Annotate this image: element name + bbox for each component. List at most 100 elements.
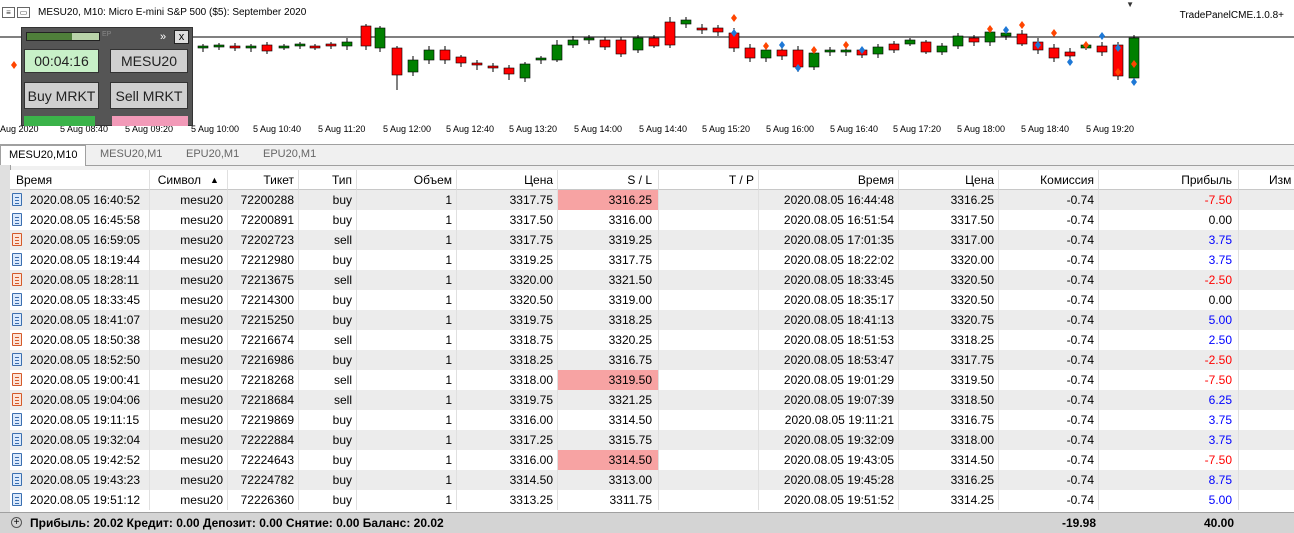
window-menu-icon[interactable]: ≡: [2, 7, 15, 18]
sort-ascending-icon: ▲: [210, 175, 219, 185]
candle-body: [309, 45, 321, 49]
tab-mesu20-m10[interactable]: MESU20,M10: [0, 145, 87, 166]
row-volume: 1: [357, 310, 457, 330]
row-sl: 3316.00: [558, 210, 659, 230]
time-tick-label: 5 Aug 16:00: [766, 124, 815, 134]
time-tick-label: 5 Aug 10:00: [191, 124, 240, 134]
row-sl: 3321.25: [558, 390, 659, 410]
table-row[interactable]: 2020.08.05 19:00:41 mesu20 72218268 sell 1 33…: [10, 370, 1294, 390]
sell-indicator-strip: [112, 116, 188, 126]
buy-deal-icon: [12, 353, 22, 366]
col-profit[interactable]: Прибыль: [1099, 170, 1239, 190]
close-panel-button[interactable]: x: [174, 30, 189, 44]
col-close-price[interactable]: Цена: [899, 170, 999, 190]
table-row[interactable]: 2020.08.05 18:52:50 mesu20 72216986 buy 1 331…: [10, 350, 1294, 370]
row-profit: 3.75: [1099, 430, 1239, 450]
row-close-price: 3320.75: [899, 310, 999, 330]
row-price: 3316.00: [457, 450, 558, 470]
buy-market-button[interactable]: Buy MRKT: [24, 82, 99, 109]
table-row[interactable]: 2020.08.05 18:33:45 mesu20 72214300 buy 1 332…: [10, 290, 1294, 310]
table-row[interactable]: 2020.08.05 16:59:05 mesu20 72202723 sell 1 33…: [10, 230, 1294, 250]
buy-trade-marker: [1035, 41, 1041, 49]
buy-trade-marker: [1131, 78, 1137, 86]
row-close-time: 2020.08.05 19:07:39: [759, 390, 899, 410]
sell-market-button[interactable]: Sell MRKT: [110, 82, 188, 109]
table-row[interactable]: 2020.08.05 16:40:52 mesu20 72200288 buy 1 331…: [10, 190, 1294, 210]
candle-body: [1128, 37, 1140, 79]
row-open-time: 2020.08.05 18:33:45: [10, 290, 150, 310]
table-row[interactable]: 2020.08.05 18:19:44 mesu20 72212980 buy 1 331…: [10, 250, 1294, 270]
col-volume[interactable]: Объем: [357, 170, 457, 190]
row-change: [1239, 390, 1294, 410]
col-open-time[interactable]: Время: [10, 170, 150, 190]
row-volume: 1: [357, 370, 457, 390]
table-row[interactable]: 2020.08.05 18:41:07 mesu20 72215250 buy 1 331…: [10, 310, 1294, 330]
candle-body: [374, 27, 386, 49]
candle-body: [1064, 51, 1076, 57]
col-symbol[interactable]: Символ: [150, 170, 228, 190]
col-commission[interactable]: Комиссия: [999, 170, 1099, 190]
table-row[interactable]: 2020.08.05 19:43:23 mesu20 72224782 buy 1 331…: [10, 470, 1294, 490]
col-price[interactable]: Цена: [457, 170, 558, 190]
row-close-price: 3320.50: [899, 270, 999, 290]
row-open-time: 2020.08.05 16:45:58: [10, 210, 150, 230]
row-symbol: mesu20: [150, 330, 228, 350]
row-profit: 8.75: [1099, 470, 1239, 490]
candle-body: [615, 39, 627, 55]
candle-body: [487, 65, 499, 69]
row-tp: [659, 390, 759, 410]
symbol-button[interactable]: MESU20: [110, 49, 188, 73]
table-row[interactable]: 2020.08.05 19:32:04 mesu20 72222884 buy 1 331…: [10, 430, 1294, 450]
row-ticket: 72218268: [228, 370, 299, 390]
candle-body: [888, 43, 900, 51]
tab-epu20-m1-second[interactable]: EPU20,M1: [263, 148, 317, 160]
candle-body: [294, 43, 306, 47]
row-price: 3317.25: [457, 430, 558, 450]
buy-trade-marker: [779, 41, 785, 49]
table-row[interactable]: 2020.08.05 18:28:11 mesu20 72213675 sell 1 33…: [10, 270, 1294, 290]
price-chart[interactable]: ≡ ▭ MESU20, M10: Micro E-mini S&P 500 ($…: [0, 0, 1294, 145]
candle-body: [245, 45, 257, 49]
table-row[interactable]: 2020.08.05 16:45:58 mesu20 72200891 buy 1 331…: [10, 210, 1294, 230]
minimize-icon[interactable]: »: [159, 31, 167, 43]
candle-body: [439, 49, 451, 61]
time-tick-label: 5 Aug 16:40: [830, 124, 879, 134]
table-row[interactable]: 2020.08.05 19:51:12 mesu20 72226360 buy 1 331…: [10, 490, 1294, 510]
table-row[interactable]: 2020.08.05 19:42:52 mesu20 72224643 buy 1 331…: [10, 450, 1294, 470]
col-type[interactable]: Тип: [299, 170, 357, 190]
expand-icon[interactable]: +: [11, 517, 22, 528]
chart-shift-marker-icon[interactable]: ▼: [1126, 0, 1134, 9]
row-open-time: 2020.08.05 19:43:23: [10, 470, 150, 490]
col-symbol-label: Символ: [157, 173, 201, 187]
time-tick-label: 5 Aug 13:20: [509, 124, 558, 134]
row-symbol: mesu20: [150, 350, 228, 370]
col-change[interactable]: Изм: [1239, 170, 1294, 190]
table-row[interactable]: 2020.08.05 19:04:06 mesu20 72218684 sell 1 33…: [10, 390, 1294, 410]
row-commission: -0.74: [999, 310, 1099, 330]
col-tp[interactable]: T / P: [659, 170, 759, 190]
col-close-time[interactable]: Время: [759, 170, 899, 190]
row-close-time: 2020.08.05 16:51:54: [759, 210, 899, 230]
col-ticket[interactable]: Тикет: [228, 170, 299, 190]
tab-epu20-m1[interactable]: EPU20,M1: [186, 148, 240, 160]
buy-trade-marker: [731, 29, 737, 37]
row-profit: -7.50: [1099, 450, 1239, 470]
sell-trade-marker: [987, 25, 993, 33]
trade-panel[interactable]: EP » x 00:04:16 MESU20 Buy MRKT Sell MRK…: [21, 27, 193, 126]
time-tick-label: 5 Aug 14:40: [639, 124, 688, 134]
row-ticket: 72222884: [228, 430, 299, 450]
table-row[interactable]: 2020.08.05 19:11:15 mesu20 72219869 buy 1 331…: [10, 410, 1294, 430]
row-ticket: 72216674: [228, 330, 299, 350]
tab-mesu20-m1[interactable]: MESU20,M1: [100, 148, 163, 160]
table-row[interactable]: 2020.08.05 18:50:38 mesu20 72216674 sell 1 33…: [10, 330, 1294, 350]
row-sl: 3320.25: [558, 330, 659, 350]
row-volume: 1: [357, 430, 457, 450]
row-type: sell: [299, 270, 357, 290]
row-close-price: 3314.25: [899, 490, 999, 510]
candle-body: [341, 41, 353, 47]
col-sl[interactable]: S / L: [558, 170, 659, 190]
row-symbol: mesu20: [150, 270, 228, 290]
buy-deal-icon: [12, 473, 22, 486]
restore-icon[interactable]: ▭: [17, 7, 30, 18]
summary-bar: + Прибыль: 20.02 Кредит: 0.00 Депозит: 0…: [0, 512, 1294, 533]
